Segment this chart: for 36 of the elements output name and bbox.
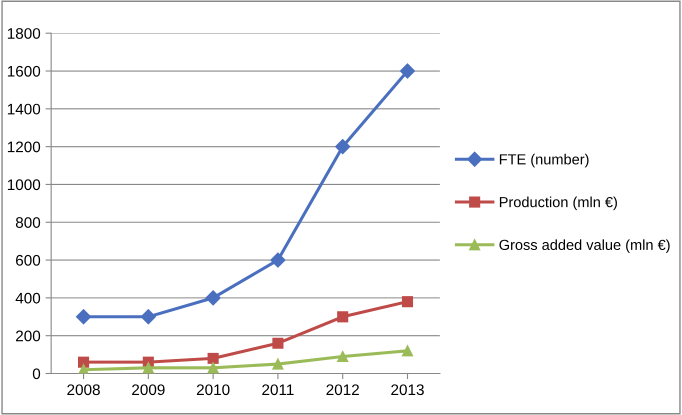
point	[272, 338, 284, 349]
legend-label: Gross added value (mln €)	[499, 239, 670, 253]
y-tick-label: 0	[32, 368, 40, 380]
point	[402, 296, 414, 308]
y-tick-label: 1800	[8, 28, 40, 39]
y-tick-label: 600	[16, 254, 40, 266]
point	[402, 345, 414, 356]
y-tick-label: 200	[16, 330, 40, 342]
x-tick-label: 2009	[132, 384, 165, 396]
y-tick-label: 1000	[8, 179, 40, 190]
x-tick-label: 2010	[196, 384, 230, 396]
x-tick-label: 2011	[262, 384, 294, 396]
legend-label: Production (mln €)	[500, 196, 617, 210]
y-tick-label: 1200	[8, 142, 40, 152]
y-tick-label: 1400	[8, 104, 40, 115]
x-tick-label: 2012	[326, 384, 359, 396]
point	[337, 311, 348, 322]
point	[140, 309, 156, 324]
point	[337, 350, 348, 362]
y-tick-label: 1600	[8, 66, 40, 77]
point	[78, 356, 90, 368]
x-tick-label: 2008	[67, 384, 100, 396]
legend-label: FTE (number)	[500, 154, 589, 168]
point	[142, 362, 154, 374]
point	[208, 352, 219, 364]
point	[400, 63, 416, 79]
y-tick-label: 400	[16, 292, 40, 304]
point	[208, 362, 219, 374]
x-tick-label: 2013	[391, 384, 424, 396]
point	[270, 252, 286, 268]
point	[78, 364, 90, 374]
point	[335, 139, 350, 154]
point	[272, 358, 284, 370]
point	[206, 290, 221, 306]
y-tick-label: 800	[16, 217, 40, 228]
point	[76, 309, 92, 324]
